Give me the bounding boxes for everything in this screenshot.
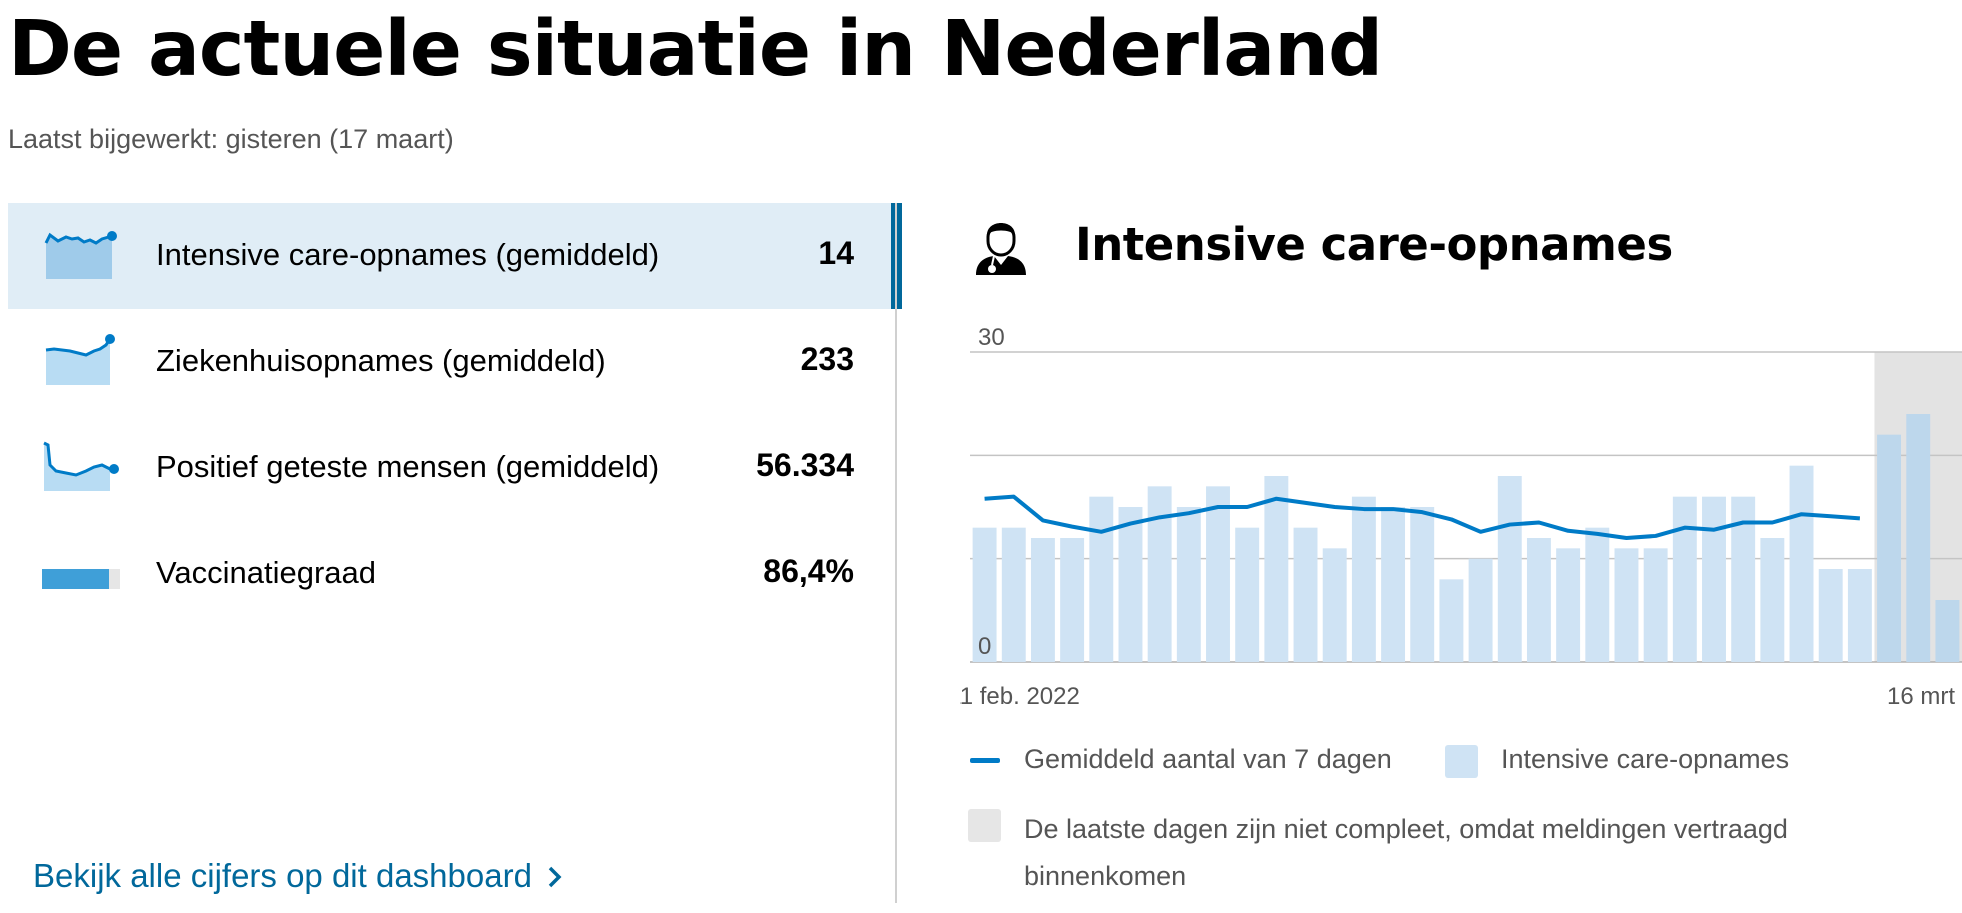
seven-day-average-line (984, 494, 1861, 540)
ic-bar (1935, 600, 1960, 662)
metric-row-positive-tests[interactable]: Positief geteste mensen (gemiddeld) 56.3… (8, 415, 894, 521)
dashboard-link-label: Bekijk alle cijfers op dit dashboard (33, 857, 532, 894)
ic-bar (1614, 548, 1639, 662)
ic-bar (1060, 538, 1085, 662)
ic-bar (1497, 476, 1522, 662)
ic-bar (1351, 496, 1376, 662)
ic-bar (1293, 527, 1318, 662)
ic-bar (1030, 538, 1055, 662)
ic-bar (1731, 496, 1756, 662)
last-updated-text: Laatst bijgewerkt: gisteren (17 maart) (8, 124, 454, 154)
legend-line-swatch (970, 758, 1000, 763)
legend-incomplete-label: De laatste dagen zijn niet compleet, omd… (1024, 814, 1788, 891)
y-tick-label: 30 (978, 324, 1005, 351)
page-title: De actuele situatie in Nederland (8, 5, 1383, 94)
legend-incomplete-swatch (968, 809, 1001, 842)
ic-bar (972, 527, 997, 662)
metric-label: Ziekenhuisopnames (gemiddeld) (156, 343, 606, 378)
vaccination-bar-fill (42, 569, 110, 589)
ic-bar (1410, 507, 1435, 662)
dashboard-link[interactable]: Bekijk alle cijfers op dit dashboard (33, 857, 565, 895)
legend-bar-swatch (1445, 745, 1478, 778)
ic-bar (1439, 579, 1464, 662)
metric-label: Positief geteste mensen (gemiddeld) (156, 449, 660, 484)
chart-title: Intensive care-opnames (1075, 218, 1673, 271)
legend-line-label: Gemiddeld aantal van 7 dagen (1024, 744, 1392, 774)
ic-bar (1089, 496, 1114, 662)
ic-bar (1206, 486, 1230, 662)
panel-divider (895, 203, 897, 903)
ic-bar (1760, 538, 1785, 662)
ic-bar (1147, 486, 1172, 662)
legend-bar-label: Intensive care-opnames (1501, 744, 1790, 774)
hospital-sparkline-icon (45, 334, 115, 385)
chevron-right-icon (548, 866, 562, 888)
metric-value: 56.334 (756, 447, 854, 483)
ic-bar (1381, 507, 1406, 662)
metric-value: 86,4% (763, 553, 854, 589)
ic-bar (1818, 569, 1843, 662)
metric-label: Intensive care-opnames (gemiddeld) (156, 237, 660, 272)
metric-value: 233 (800, 341, 854, 377)
ic-bar (1877, 434, 1902, 662)
ic-bar (1468, 558, 1493, 662)
ic-sparkline-icon (44, 231, 117, 279)
ic-admissions-chart: 30 0 11 feb. 2022 16 mrt (960, 324, 1962, 710)
ic-bar (1672, 496, 1697, 662)
ic-bar (1906, 414, 1931, 662)
ic-bar (1001, 527, 1026, 662)
ic-bar (1264, 476, 1289, 662)
positive-tests-sparkline-icon (43, 441, 119, 491)
ic-bar (1322, 548, 1347, 662)
ic-bar (1235, 527, 1260, 662)
metric-label: Vaccinatiegraad (156, 555, 377, 590)
ic-bar (1789, 465, 1814, 662)
ic-bar (1176, 507, 1201, 662)
y-tick-label: 0 (978, 633, 991, 660)
vaccination-bar-track (42, 569, 120, 589)
ic-bar (1585, 527, 1610, 662)
x-tick-label: 16 mrt (1887, 683, 1955, 710)
ic-bar (1118, 507, 1143, 662)
ic-bar (1556, 548, 1581, 662)
metric-value: 14 (818, 235, 854, 271)
ic-bar (1847, 569, 1872, 662)
ic-bar (1643, 548, 1668, 662)
ic-bar (1702, 496, 1726, 662)
x-tick-label: 11 feb. 2022 (960, 683, 1080, 710)
doctor-icon (976, 223, 1026, 275)
metric-row-vaccination[interactable]: Vaccinatiegraad 86,4% (8, 521, 894, 627)
vaccination-bar-icon (42, 545, 122, 601)
metric-row-intensive-care[interactable]: Intensive care-opnames (gemiddeld) 14 (8, 203, 902, 309)
metric-row-hospital[interactable]: Ziekenhuisopnames (gemiddeld) 233 (8, 309, 894, 415)
ic-bar (1526, 538, 1551, 662)
